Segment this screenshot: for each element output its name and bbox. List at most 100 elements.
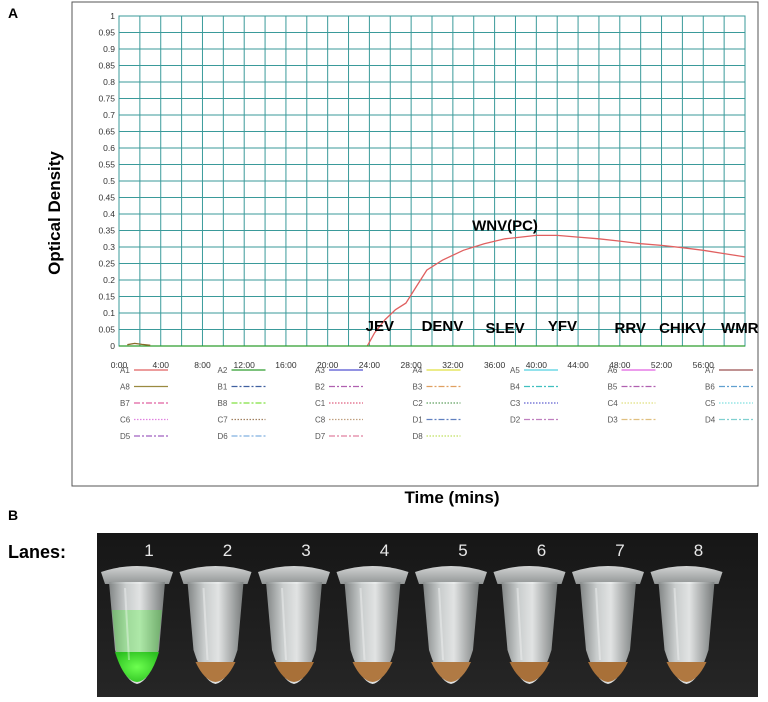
y-tick-label: 0.75 [98,94,115,104]
tube-cap [572,566,644,584]
tube-lane-4: 4 [336,541,409,684]
y-tick-label: 1 [110,11,115,21]
x-tick-label: 4:00 [152,360,169,370]
tube-row: 1 2 3 4 5 6 7 8 [101,541,723,684]
y-tick-label: 0.3 [103,242,115,252]
tube-lane-7: 7 [572,541,644,684]
tube-highlight [438,587,444,661]
x-tick-label: 16:00 [275,360,297,370]
y-tick-label: 0.5 [103,176,115,186]
tube-liquid [588,662,628,682]
legend-entry-label: C7 [218,416,229,425]
series-annotation: SLEV [485,320,524,337]
legend-entry-label: D8 [413,432,424,441]
x-tick-label: 36:00 [484,360,506,370]
legend-entry-label: C4 [608,399,619,408]
chart-annotations: WNV(PC) JEV DENV SLEV YFV RRV CHIKV WMR [366,218,759,337]
y-tick-label: 0.65 [98,127,115,137]
tube-lane-2: 2 [179,541,252,684]
y-tick-label: 0.4 [103,209,115,219]
tube-body [658,582,715,684]
tube-highlight [202,587,209,661]
tube-cap [179,566,252,584]
x-axis-title: Time (mins) [404,488,499,507]
legend-entry-label: D3 [608,416,619,425]
tube-liquid [666,662,707,682]
y-tick-label: 0.05 [98,325,115,335]
legend-entry-label: B7 [120,399,130,408]
x-tick-label: 24:00 [359,360,381,370]
x-tick-label: 8:00 [194,360,211,370]
x-tick-label: 44:00 [567,360,589,370]
y-tick-label: 0.55 [98,160,115,170]
lane-number: 1 [144,541,153,560]
series-line [366,234,746,347]
tube-cap [493,566,566,584]
tube-liquid [352,662,393,682]
panel-b-letter: B [8,507,18,523]
lane-number: 7 [615,541,624,560]
legend-entry-label: A1 [120,366,130,375]
chart-legend: A1 A2 A3 A4 A5 A6 A7 A8 B1 B2 B3 B4 B5 B6 B7 B8 C1 C2 C3 C4… [120,366,753,441]
tube-lane-3: 3 [258,541,330,684]
tube-body [423,582,479,684]
tube-body [580,582,636,684]
y-tick-label: 0.15 [98,292,115,302]
tube-liquid [509,662,550,682]
legend-entry-label: A8 [120,383,130,392]
y-tick-label: 0.85 [98,61,115,71]
y-axis-title: Optical Density [45,151,64,275]
x-tick-label: 56:00 [693,360,715,370]
series-annotation: CHIKV [659,320,706,337]
tube-cap [336,566,409,584]
legend-entry-label: A5 [510,366,520,375]
legend-entry-label: B3 [413,383,423,392]
x-tick-label: 20:00 [317,360,339,370]
x-tick-label: 12:00 [234,360,256,370]
y-tick-label: 0.95 [98,28,115,38]
tube-cap [101,566,173,584]
lane-number: 3 [301,541,310,560]
lane-number: 8 [694,541,703,560]
x-tick-label: 32:00 [442,360,464,370]
tube-highlight [359,587,366,661]
y-tick-label: 0.6 [103,143,115,153]
tube-highlight [281,587,287,661]
series-annotation: WMR [721,320,759,337]
legend-entry-label: D2 [510,416,521,425]
series-line [127,342,151,346]
x-tick-label: 40:00 [526,360,548,370]
tube-lane-6: 6 [493,541,566,684]
series-annotation: YFV [548,318,577,335]
legend-entry-label: D1 [413,416,424,425]
panel-a-letter: A [8,5,18,21]
y-tick-label: 0.9 [103,44,115,54]
legend-entry-label: C6 [120,416,131,425]
series-annotation: DENV [422,318,464,335]
tube-liquid [274,662,314,682]
tube-body [344,582,401,684]
y-tick-label: 0.7 [103,110,115,120]
y-tick-label: 0.2 [103,275,115,285]
tube-body [266,582,322,684]
tube-highlight [673,587,680,661]
tube-lane-5: 5 [415,541,487,684]
legend-entry-label: B6 [705,383,715,392]
tube-liquid [431,662,471,682]
legend-entry-label: B2 [315,383,325,392]
x-tick-label: 28:00 [400,360,422,370]
tube-lane-8: 8 [650,541,723,684]
series-annotation: JEV [366,318,394,335]
tube-body [187,582,244,684]
y-tick-label: 0.25 [98,259,115,269]
legend-entry-label: A7 [705,366,715,375]
legend-entry-label: D4 [705,416,716,425]
lane-number: 5 [458,541,467,560]
legend-entry-label: B8 [218,399,228,408]
legend-entry-label: C2 [413,399,424,408]
x-tick-label: 0:00 [111,360,128,370]
legend-entry-label: A3 [315,366,325,375]
tube-lane-1: 1 [101,541,173,684]
legend-entry-label: B5 [608,383,618,392]
tube-cap [650,566,723,584]
